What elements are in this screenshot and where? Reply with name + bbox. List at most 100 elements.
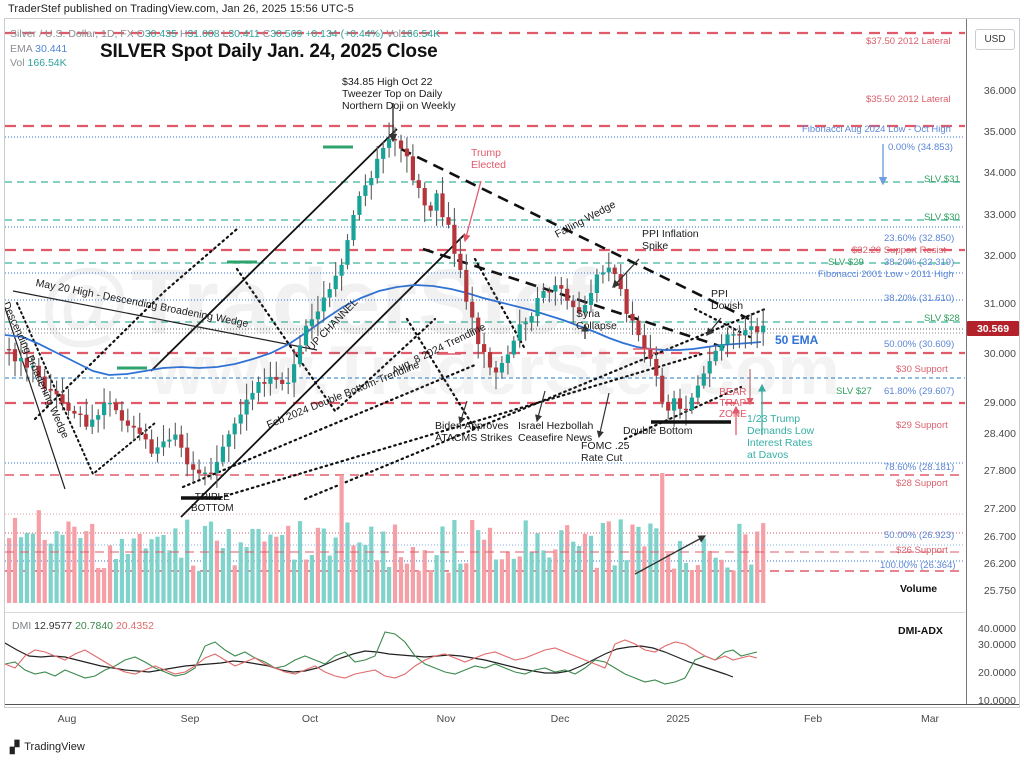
dmi-legend: DMI 12.9577 20.7840 20.4352 xyxy=(12,620,154,632)
level-label: 50.00% (30.609) xyxy=(884,339,955,350)
price-axis-tick: 30.000 xyxy=(983,348,1016,360)
price-axis-tick: 31.000 xyxy=(983,298,1016,310)
watermark-secondary: www.TraderStef.com xyxy=(150,331,840,409)
annotation-biden-atacms: Biden Approves ATACMS Strikes xyxy=(435,420,513,444)
price-axis-tick: 25.750 xyxy=(983,585,1016,597)
green-level-markers xyxy=(117,145,353,370)
level-label: $35.50 2012 Lateral xyxy=(866,94,951,105)
level-label: $28 Support xyxy=(896,478,948,489)
price-axis-tick: 30.0000 xyxy=(978,639,1016,651)
price-axis[interactable]: USD 36.000 35.000 34.000 33.000 32.000 31.000… xyxy=(966,19,1020,707)
price-axis-tick: 36.000 xyxy=(983,85,1016,97)
legend-change-pct: (+0.44%) xyxy=(340,28,384,40)
tradingview-brand-label: TradingView xyxy=(24,741,85,753)
price-pane-svg xyxy=(5,31,965,572)
pane-divider xyxy=(5,612,965,613)
legend-high: 31.008 xyxy=(187,28,220,40)
legend-vol-label: Vol xyxy=(386,28,402,40)
price-axis-tick: 35.000 xyxy=(983,126,1016,138)
volume-pane-label: Volume xyxy=(900,583,938,595)
dotted-trendlines xyxy=(33,227,767,501)
level-label: Fibonacci 2001 Low - 2011 High xyxy=(818,269,954,280)
dmi-plus-di-value: 20.7840 xyxy=(75,620,114,632)
legend-volrow-value: 166.54K xyxy=(27,57,67,69)
price-axis-tick: 27.200 xyxy=(983,503,1016,515)
level-label: SLV $31 xyxy=(924,174,960,185)
level-label: $30 Support xyxy=(896,364,948,375)
price-pane[interactable]: $34.85 High Oct 22 Tweezer Top on Daily … xyxy=(5,19,965,603)
legend-vol: 166.54K xyxy=(401,28,441,40)
legend-open-label: O xyxy=(136,28,145,40)
time-axis-tick: Dec xyxy=(550,713,570,725)
tradingview-logo-icon: ▞ xyxy=(10,740,20,754)
dmi-adx-line xyxy=(5,642,734,678)
legend-ohlc-row: Silver / U.S. Dollar, 1D, FX O30.435 H31… xyxy=(10,27,440,42)
price-axis-tick: 40.0000 xyxy=(978,623,1016,635)
legend-symbol[interactable]: Silver / U.S. Dollar, 1D, FX xyxy=(10,28,134,40)
volume-pane-svg xyxy=(5,473,965,603)
level-label: $37.50 2012 Lateral xyxy=(866,36,951,47)
price-axis-tick: 26.200 xyxy=(983,558,1016,570)
legend-high-label: H xyxy=(179,28,188,40)
ema-overlay-label: 50 EMA xyxy=(775,333,819,347)
level-label: Fibonacci Aug 2024 Low - Oct High xyxy=(802,124,951,135)
dmi-bottom-border xyxy=(5,704,1019,705)
legend-volrow-label: Vol xyxy=(10,57,25,69)
time-axis-tick: Aug xyxy=(57,713,77,725)
price-axis-tick: 20.0000 xyxy=(978,667,1016,679)
annotation-arrows xyxy=(388,103,888,439)
annotation-ppi-inflation: PPI Inflation Spike xyxy=(642,228,699,252)
dmi-plus-di-line xyxy=(5,631,758,685)
candlestick-series xyxy=(7,122,766,488)
time-axis-tick: Oct xyxy=(301,713,319,725)
level-label: 50.00% (26.923) xyxy=(884,530,955,541)
annotation-fomc-cut: FOMC .25 Rate Cut xyxy=(581,440,630,464)
annotation-ppi-dovish: PPI Dovish xyxy=(711,288,744,312)
price-axis-tick: 27.800 xyxy=(983,465,1016,477)
dmi-pane-label: DMI-ADX xyxy=(898,625,943,637)
dmi-pane-svg xyxy=(5,631,758,685)
dmi-label: DMI xyxy=(12,620,32,632)
dmi-pane[interactable] xyxy=(5,616,965,704)
annotation-high-oct22: $34.85 High Oct 22 Tweezer Top on Daily … xyxy=(342,76,456,112)
watermark: @TraderStef xyxy=(40,251,596,353)
level-label: $26 Support xyxy=(896,545,948,556)
descending-broadening-wedge xyxy=(5,290,318,490)
level-label: 0.00% (34.853) xyxy=(888,142,953,153)
chart-frame xyxy=(4,18,1020,708)
pattern-brackets xyxy=(181,420,731,500)
time-axis-tick: Feb xyxy=(803,713,823,725)
publisher-bar: TraderStef published on TradingView.com,… xyxy=(8,3,354,15)
annotation-syria: Syria Collapse xyxy=(576,308,617,332)
legend-ema-row: EMA 30.441 xyxy=(10,42,440,57)
time-axis-tick: Nov xyxy=(436,713,456,725)
legend-open: 30.435 xyxy=(144,28,177,40)
currency-badge[interactable]: USD xyxy=(975,29,1015,50)
price-axis-tick: 29.000 xyxy=(983,397,1016,409)
price-axis-tick: 33.000 xyxy=(983,209,1016,221)
level-label: 100.00% (26.364) xyxy=(880,560,956,571)
legend-close-label: C xyxy=(262,28,271,40)
level-label: SLV $27 xyxy=(836,386,872,397)
volume-pane[interactable] xyxy=(5,470,965,603)
dmi-minus-di-line xyxy=(5,639,758,679)
tradingview-brand[interactable]: ▞ TradingView xyxy=(10,740,85,754)
level-label: $32.20 Support Resist xyxy=(852,245,947,256)
time-axis-tick: Mar xyxy=(920,713,940,725)
price-axis-tick: 28.400 xyxy=(983,428,1016,440)
level-label: SLV $28 xyxy=(924,313,960,324)
level-label: 78.60% (28.181) xyxy=(884,462,955,473)
legend-ema-label: EMA xyxy=(10,42,33,55)
legend-volume-row: Vol 166.54K xyxy=(10,56,440,71)
time-axis[interactable]: Aug Sep Oct Nov Dec 2025 Feb Mar xyxy=(5,704,1019,734)
price-axis-tick: 26.700 xyxy=(983,531,1016,543)
price-axis-tick: 34.000 xyxy=(983,167,1016,179)
annotation-bear-trap: BEAR TRAP ZONE xyxy=(719,387,747,420)
annotation-triple-bottom: TRIPLE BOTTOM xyxy=(191,492,234,514)
volume-bars xyxy=(7,473,766,603)
legend-low-label: L xyxy=(222,28,229,40)
dmi-minus-di-value: 20.4352 xyxy=(115,620,154,632)
up-channel xyxy=(150,128,466,518)
horizontal-levels xyxy=(5,31,965,572)
